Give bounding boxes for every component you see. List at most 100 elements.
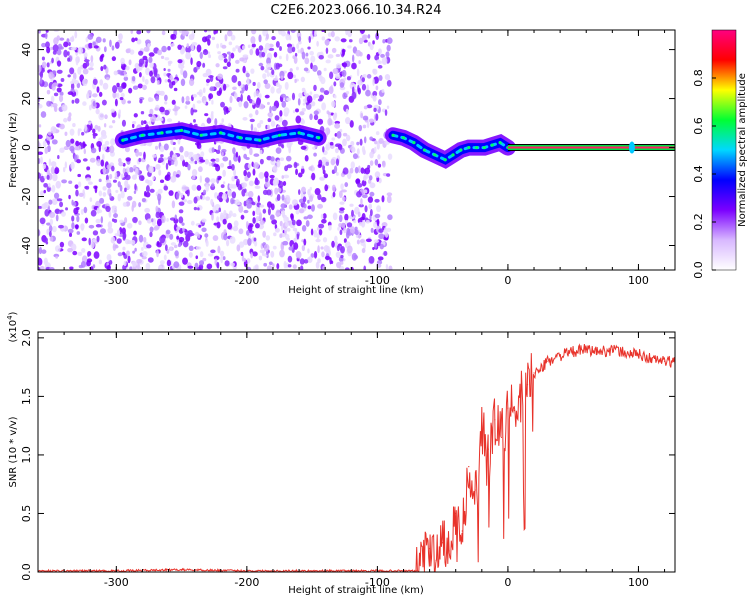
noise-speckle <box>346 76 351 81</box>
noise-speckle <box>357 183 363 188</box>
noise-speckle <box>43 257 48 266</box>
noise-speckle <box>313 110 319 116</box>
noise-speckle <box>131 204 134 212</box>
noise-speckle <box>346 222 353 228</box>
noise-speckle <box>353 219 357 224</box>
noise-speckle <box>163 185 169 191</box>
noise-speckle <box>92 93 98 98</box>
noise-speckle <box>243 169 247 177</box>
noise-speckle <box>303 238 307 246</box>
noise-speckle <box>42 237 48 243</box>
noise-speckle <box>40 156 43 165</box>
noise-speckle <box>102 168 107 174</box>
noise-speckle <box>130 30 134 34</box>
noise-speckle <box>48 267 55 270</box>
noise-speckle <box>386 173 391 177</box>
noise-speckle <box>52 50 57 55</box>
noise-speckle <box>145 185 150 193</box>
noise-speckle <box>295 108 299 113</box>
noise-speckle <box>93 185 98 189</box>
noise-speckle <box>357 211 361 218</box>
noise-speckle <box>118 158 122 163</box>
noise-speckle <box>351 91 357 100</box>
noise-speckle <box>253 162 260 169</box>
noise-speckle <box>292 110 296 114</box>
noise-speckle <box>300 145 307 150</box>
x-tick-label: -100 <box>365 576 390 589</box>
noise-speckle <box>375 131 380 136</box>
x-tick-label: 0 <box>504 576 511 589</box>
noise-speckle <box>179 145 184 153</box>
noise-speckle <box>170 175 177 183</box>
noise-speckle <box>163 143 169 151</box>
noise-speckle <box>161 215 166 224</box>
noise-speckle <box>287 264 292 268</box>
noise-speckle <box>341 48 346 57</box>
noise-speckle <box>362 124 367 129</box>
noise-speckle <box>101 134 108 140</box>
noise-speckle <box>358 204 364 208</box>
noise-speckle <box>334 94 337 99</box>
noise-speckle <box>208 54 212 59</box>
noise-speckle <box>136 38 142 45</box>
noise-speckle <box>328 86 334 95</box>
noise-speckle <box>127 195 133 201</box>
noise-speckle <box>182 70 188 79</box>
noise-speckle <box>227 222 233 230</box>
noise-speckle <box>221 148 227 153</box>
noise-speckle <box>217 245 221 254</box>
noise-speckle <box>343 227 347 234</box>
noise-speckle <box>85 177 91 182</box>
noise-speckle <box>170 139 174 145</box>
noise-speckle <box>156 79 160 86</box>
snr-data-point <box>422 557 424 559</box>
noise-speckle <box>138 234 144 243</box>
noise-speckle <box>88 224 95 229</box>
noise-speckle <box>375 85 379 91</box>
noise-speckle <box>131 123 135 129</box>
noise-speckle <box>231 191 237 199</box>
noise-speckle <box>170 242 177 246</box>
noise-speckle <box>355 234 362 239</box>
noise-speckle <box>374 140 378 145</box>
noise-speckle <box>339 261 344 265</box>
noise-speckle <box>319 177 325 181</box>
noise-speckle <box>310 204 315 212</box>
noise-speckle <box>88 237 91 246</box>
noise-speckle <box>255 109 259 116</box>
noise-speckle <box>315 238 321 243</box>
snr-data-point <box>428 547 431 550</box>
noise-speckle <box>322 237 328 243</box>
noise-speckle <box>306 95 313 104</box>
noise-speckle <box>288 204 293 210</box>
noise-speckle <box>56 198 63 202</box>
noise-speckle <box>373 239 379 244</box>
noise-speckle <box>67 74 71 78</box>
noise-speckle <box>65 207 69 211</box>
noise-speckle <box>300 167 305 174</box>
noise-speckle <box>59 91 64 96</box>
noise-speckle <box>222 83 227 91</box>
noise-speckle <box>259 119 264 125</box>
noise-speckle <box>46 62 50 68</box>
noise-speckle <box>216 216 220 223</box>
noise-speckle <box>197 207 200 211</box>
noise-speckle <box>378 138 384 144</box>
noise-speckle <box>96 86 100 93</box>
noise-speckle <box>301 165 305 169</box>
noise-speckle <box>275 147 282 154</box>
noise-speckle <box>55 255 58 259</box>
noise-speckle <box>198 263 204 270</box>
noise-speckle <box>126 250 130 256</box>
noise-speckle <box>71 99 75 104</box>
noise-speckle <box>240 214 245 220</box>
noise-speckle <box>266 189 272 196</box>
noise-speckle <box>287 71 294 80</box>
noise-speckle <box>38 246 43 255</box>
noise-speckle <box>159 260 165 265</box>
noise-speckle <box>386 195 392 204</box>
noise-speckle <box>86 92 90 100</box>
first-trace-point <box>219 131 223 135</box>
noise-speckle <box>334 235 338 242</box>
noise-speckle <box>257 81 261 89</box>
